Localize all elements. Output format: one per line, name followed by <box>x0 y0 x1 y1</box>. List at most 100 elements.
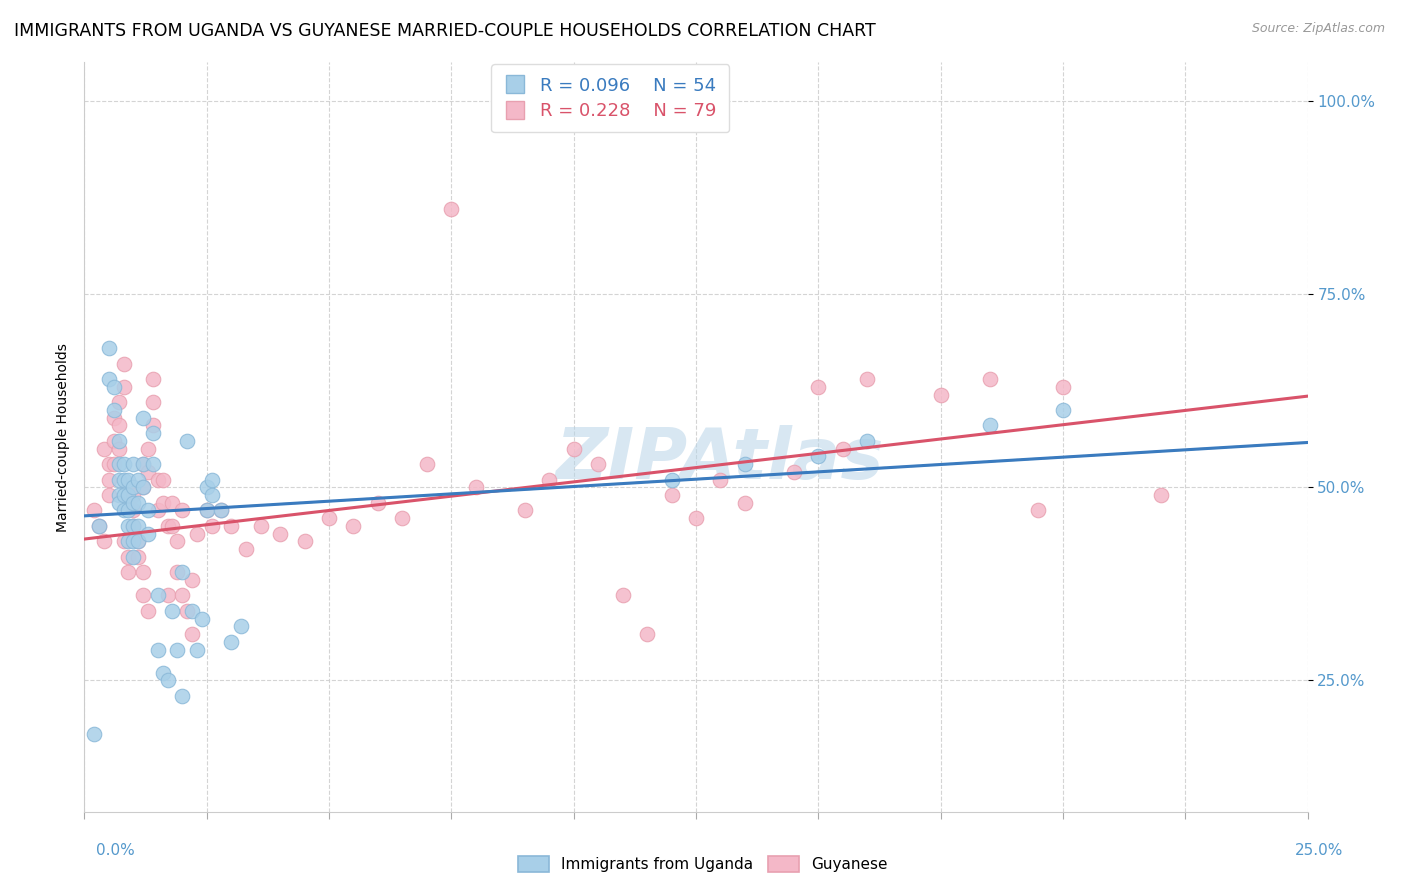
Point <box>97 341 120 355</box>
Point <box>166 566 188 580</box>
Point <box>734 496 756 510</box>
Point <box>152 473 174 487</box>
Point <box>235 542 257 557</box>
Point <box>117 503 139 517</box>
Point <box>195 480 218 494</box>
Point <box>367 496 389 510</box>
Point <box>186 642 208 657</box>
Point <box>176 434 198 448</box>
Text: 25.0%: 25.0% <box>1295 843 1343 857</box>
Text: 0.0%: 0.0% <box>96 843 135 857</box>
Point <box>97 488 120 502</box>
Point <box>122 457 145 471</box>
Point <box>107 395 129 409</box>
Point <box>103 380 125 394</box>
Point <box>586 457 609 471</box>
Point <box>856 372 879 386</box>
Point <box>122 519 145 533</box>
Point <box>132 566 155 580</box>
Point <box>127 496 149 510</box>
Point <box>142 395 165 409</box>
Point <box>612 589 634 603</box>
Text: ZIPAtlas: ZIPAtlas <box>557 425 884 494</box>
Point <box>127 549 149 564</box>
Point <box>929 387 952 401</box>
Text: Source: ZipAtlas.com: Source: ZipAtlas.com <box>1251 22 1385 36</box>
Point <box>107 473 129 487</box>
Point <box>146 589 169 603</box>
Point <box>162 604 184 618</box>
Point <box>122 549 145 564</box>
Point <box>181 627 204 641</box>
Point <box>127 534 149 549</box>
Point <box>127 473 149 487</box>
Point <box>1150 488 1173 502</box>
Point <box>132 480 155 494</box>
Point <box>87 519 110 533</box>
Point <box>200 519 222 533</box>
Point <box>979 372 1001 386</box>
Point <box>807 380 830 394</box>
Point <box>200 488 222 502</box>
Point <box>229 619 252 633</box>
Point <box>661 473 683 487</box>
Point <box>391 511 413 525</box>
Point <box>440 202 463 217</box>
Point <box>1052 403 1074 417</box>
Point <box>97 372 120 386</box>
Point <box>209 503 232 517</box>
Y-axis label: Married-couple Households: Married-couple Households <box>56 343 70 532</box>
Point <box>107 496 129 510</box>
Point <box>636 627 658 641</box>
Point <box>117 549 139 564</box>
Point <box>162 519 184 533</box>
Point <box>783 465 806 479</box>
Point <box>127 534 149 549</box>
Point <box>122 534 145 549</box>
Point <box>172 689 194 703</box>
Point <box>513 503 536 517</box>
Point <box>142 457 165 471</box>
Point <box>979 418 1001 433</box>
Legend: R = 0.096    N = 54, R = 0.228    N = 79: R = 0.096 N = 54, R = 0.228 N = 79 <box>492 64 730 133</box>
Point <box>807 450 830 464</box>
Point <box>191 612 214 626</box>
Point <box>112 503 135 517</box>
Point <box>122 480 145 494</box>
Point <box>195 503 218 517</box>
Point <box>176 604 198 618</box>
Point <box>117 488 139 502</box>
Point <box>103 403 125 417</box>
Point <box>734 457 756 471</box>
Point <box>127 519 149 533</box>
Point <box>538 473 561 487</box>
Point <box>156 589 179 603</box>
Point <box>200 473 222 487</box>
Point <box>112 457 135 471</box>
Point <box>195 503 218 517</box>
Point <box>103 434 125 448</box>
Point <box>152 496 174 510</box>
Point <box>146 473 169 487</box>
Point <box>856 434 879 448</box>
Point <box>132 457 155 471</box>
Point <box>117 534 139 549</box>
Point <box>122 503 145 517</box>
Point <box>219 519 242 533</box>
Point <box>107 488 129 502</box>
Point <box>661 488 683 502</box>
Point <box>219 634 242 648</box>
Point <box>152 665 174 680</box>
Text: IMMIGRANTS FROM UGANDA VS GUYANESE MARRIED-COUPLE HOUSEHOLDS CORRELATION CHART: IMMIGRANTS FROM UGANDA VS GUYANESE MARRI… <box>14 22 876 40</box>
Point <box>181 604 204 618</box>
Point <box>112 357 135 371</box>
Point <box>107 442 129 456</box>
Point <box>146 503 169 517</box>
Point <box>464 480 486 494</box>
Point <box>709 473 731 487</box>
Point <box>97 473 120 487</box>
Point <box>831 442 853 456</box>
Point <box>294 534 316 549</box>
Point <box>172 589 194 603</box>
Point <box>107 434 129 448</box>
